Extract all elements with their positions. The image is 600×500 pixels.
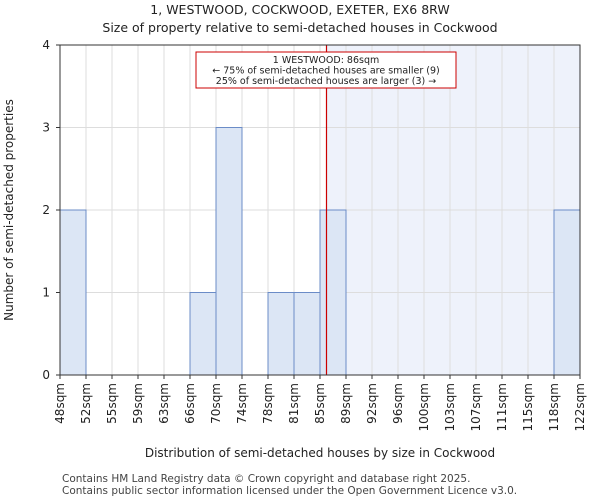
y-tick-label: 2 <box>42 203 50 217</box>
annotation-line1: 1 WESTWOOD: 86sqm <box>273 55 380 66</box>
bars-layer <box>59 127 581 376</box>
footer-copyright: Contains HM Land Registry data © Crown c… <box>62 473 471 485</box>
y-tick-label: 0 <box>42 368 50 382</box>
x-tick-label: 52sqm <box>79 383 93 424</box>
x-tick-label: 115sqm <box>521 383 535 431</box>
x-tick-label: 74sqm <box>235 383 249 424</box>
y-axis-label: Number of semi-detached properties <box>2 99 16 321</box>
x-tick-label: 63sqm <box>157 383 171 424</box>
x-tick-label: 107sqm <box>469 383 483 431</box>
annotation-box <box>195 51 457 89</box>
y-tick-label: 1 <box>42 286 50 300</box>
x-tick-label: 103sqm <box>443 383 457 431</box>
axes-layer <box>56 44 581 379</box>
x-tick-label: 89sqm <box>339 383 353 424</box>
bar-85sqm <box>319 209 347 376</box>
x-tick-label: 122sqm <box>573 383 587 431</box>
bar-78sqm <box>267 292 295 376</box>
x-tick-label: 70sqm <box>209 383 223 424</box>
x-tick-label: 85sqm <box>313 383 327 424</box>
bar-70sqm <box>215 127 243 376</box>
chart-title-line1: 1, WESTWOOD, COCKWOOD, EXETER, EX6 8RW <box>150 2 450 17</box>
chart-title-line2: Size of property relative to semi-detach… <box>102 20 498 35</box>
bar-48sqm <box>59 209 87 376</box>
x-tick-label: 92sqm <box>365 383 379 424</box>
x-tick-label: 81sqm <box>287 383 301 424</box>
x-tick-label: 100sqm <box>417 383 431 431</box>
bar-81sqm <box>293 292 321 376</box>
annotation-line3: 25% of semi-detached houses are larger (… <box>216 76 436 87</box>
y-tick-label: 3 <box>42 121 50 135</box>
footer-licence: Contains public sector information licen… <box>62 485 518 497</box>
x-tick-label: 78sqm <box>261 383 275 424</box>
bar-118sqm <box>553 209 581 376</box>
x-tick-label: 111sqm <box>495 383 509 431</box>
x-tick-label: 55sqm <box>105 383 119 424</box>
x-tick-label: 59sqm <box>131 383 145 424</box>
annotation-layer: 1 WESTWOOD: 86sqm← 75% of semi-detached … <box>195 51 457 89</box>
x-tick-label: 96sqm <box>391 383 405 424</box>
bar-66sqm <box>189 292 217 376</box>
x-axis-label: Distribution of semi-detached houses by … <box>145 446 495 460</box>
y-tick-label: 4 <box>42 38 50 52</box>
x-tick-label: 66sqm <box>183 383 197 424</box>
labels-layer: 0 1 2 3 4 48sqm 52sqm 55sqm 59sqm 63sqm 66sqm 70sqm… <box>2 38 587 460</box>
x-tick-label: 48sqm <box>53 383 67 424</box>
annotation-line2: ← 75% of semi-detached houses are smalle… <box>212 66 440 77</box>
x-tick-label: 118sqm <box>547 383 561 431</box>
